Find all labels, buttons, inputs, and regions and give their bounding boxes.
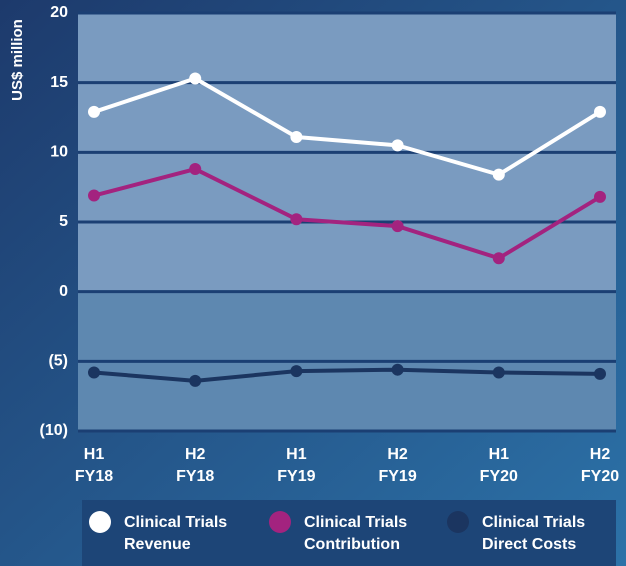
data-point xyxy=(492,252,505,265)
x-tick-label: H1 FY19 xyxy=(277,446,315,485)
legend-label: Clinical Trials Direct Costs xyxy=(482,514,585,553)
legend-marker xyxy=(89,511,111,533)
data-point xyxy=(88,189,100,202)
series-line xyxy=(93,367,601,383)
y-tick-label: (5) xyxy=(48,353,68,370)
legend-label: Clinical Trials Contribution xyxy=(304,514,407,553)
y-tick-label: 10 xyxy=(50,144,68,161)
data-point xyxy=(492,168,505,181)
y-tick-label: 15 xyxy=(50,74,68,91)
data-point xyxy=(189,374,202,387)
data-point xyxy=(594,105,606,118)
data-point xyxy=(290,365,303,378)
x-tick-label: H1 FY20 xyxy=(480,446,518,485)
y-tick-label: 0 xyxy=(59,283,68,300)
legend-box xyxy=(82,500,616,566)
y-axis-label: US$ million xyxy=(9,19,26,101)
legend-marker xyxy=(269,511,291,533)
x-tick-label: H2 FY20 xyxy=(581,446,619,485)
data-point xyxy=(290,131,303,144)
data-point xyxy=(88,366,100,379)
y-tick-label: 5 xyxy=(59,213,68,230)
y-tick-label: 20 xyxy=(50,4,68,21)
data-point xyxy=(492,366,505,379)
series-line xyxy=(93,76,602,177)
series-line xyxy=(93,167,602,261)
x-tick-label: H1 FY18 xyxy=(75,446,113,485)
data-point xyxy=(290,213,303,226)
data-point xyxy=(189,163,202,176)
data-point xyxy=(391,220,404,233)
data-point xyxy=(391,363,404,376)
x-tick-label: H2 FY18 xyxy=(176,446,214,485)
x-tick-label: H2 FY19 xyxy=(378,446,416,485)
data-point xyxy=(594,367,606,380)
data-point xyxy=(189,72,202,85)
legend-marker xyxy=(447,511,469,533)
y-tick-label: (10) xyxy=(40,422,68,439)
data-point xyxy=(391,139,404,152)
legend-label: Clinical Trials Revenue xyxy=(124,514,227,553)
data-point xyxy=(88,105,100,118)
data-point xyxy=(594,190,606,203)
